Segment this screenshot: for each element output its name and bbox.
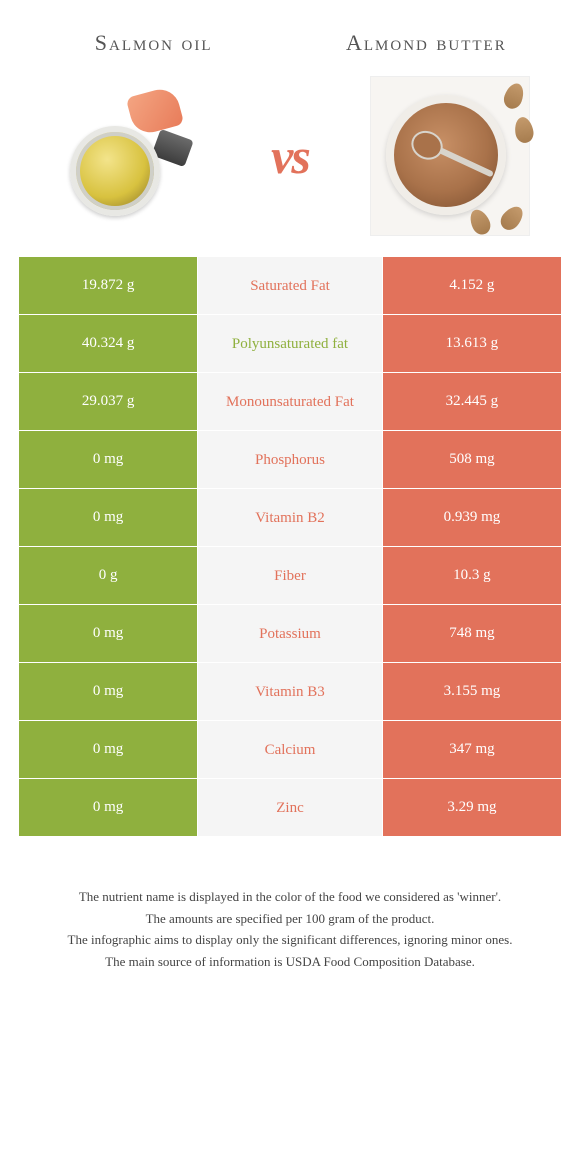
left-value-cell: 0 mg bbox=[19, 605, 198, 663]
nutrient-label-cell: Vitamin B3 bbox=[198, 663, 383, 721]
nutrient-label-cell: Phosphorus bbox=[198, 431, 383, 489]
right-value-cell: 10.3 g bbox=[382, 547, 561, 605]
nutrient-label-cell: Zinc bbox=[198, 779, 383, 837]
right-value-cell: 0.939 mg bbox=[382, 489, 561, 547]
nutrient-comparison-table: 19.872 gSaturated Fat4.152 g40.324 gPoly… bbox=[18, 256, 562, 837]
images-row: vs bbox=[0, 66, 580, 256]
table-row: 0 gFiber10.3 g bbox=[19, 547, 562, 605]
right-value-cell: 32.445 g bbox=[382, 373, 561, 431]
right-value-cell: 748 mg bbox=[382, 605, 561, 663]
nutrient-label-cell: Potassium bbox=[198, 605, 383, 663]
left-value-cell: 0 mg bbox=[19, 721, 198, 779]
left-value-cell: 0 mg bbox=[19, 779, 198, 837]
left-food-title: Salmon oil bbox=[40, 30, 267, 56]
nutrient-label-cell: Polyunsaturated fat bbox=[198, 315, 383, 373]
footnote-line: The nutrient name is displayed in the co… bbox=[30, 887, 550, 907]
nutrient-label-cell: Vitamin B2 bbox=[198, 489, 383, 547]
right-value-cell: 13.613 g bbox=[382, 315, 561, 373]
footnote-line: The main source of information is USDA F… bbox=[30, 952, 550, 972]
table-row: 29.037 gMonounsaturated Fat32.445 g bbox=[19, 373, 562, 431]
right-value-cell: 3.155 mg bbox=[382, 663, 561, 721]
left-value-cell: 0 g bbox=[19, 547, 198, 605]
right-value-cell: 347 mg bbox=[382, 721, 561, 779]
left-value-cell: 0 mg bbox=[19, 663, 198, 721]
right-value-cell: 508 mg bbox=[382, 431, 561, 489]
table-row: 40.324 gPolyunsaturated fat13.613 g bbox=[19, 315, 562, 373]
table-row: 0 mgPhosphorus508 mg bbox=[19, 431, 562, 489]
left-value-cell: 0 mg bbox=[19, 431, 198, 489]
nutrient-label-cell: Monounsaturated Fat bbox=[198, 373, 383, 431]
header-row: Salmon oil Almond butter bbox=[0, 0, 580, 66]
table-row: 0 mgZinc3.29 mg bbox=[19, 779, 562, 837]
footnotes: The nutrient name is displayed in the co… bbox=[0, 837, 580, 971]
vs-label: vs bbox=[271, 127, 309, 185]
table-row: 19.872 gSaturated Fat4.152 g bbox=[19, 257, 562, 315]
almond-butter-image bbox=[370, 76, 530, 236]
nutrient-label-cell: Saturated Fat bbox=[198, 257, 383, 315]
left-value-cell: 40.324 g bbox=[19, 315, 198, 373]
left-value-cell: 19.872 g bbox=[19, 257, 198, 315]
left-value-cell: 0 mg bbox=[19, 489, 198, 547]
table-row: 0 mgVitamin B33.155 mg bbox=[19, 663, 562, 721]
nutrient-label-cell: Fiber bbox=[198, 547, 383, 605]
right-value-cell: 4.152 g bbox=[382, 257, 561, 315]
right-value-cell: 3.29 mg bbox=[382, 779, 561, 837]
left-value-cell: 29.037 g bbox=[19, 373, 198, 431]
footnote-line: The amounts are specified per 100 gram o… bbox=[30, 909, 550, 929]
salmon-oil-image bbox=[50, 76, 210, 236]
nutrient-label-cell: Calcium bbox=[198, 721, 383, 779]
footnote-line: The infographic aims to display only the… bbox=[30, 930, 550, 950]
table-row: 0 mgCalcium347 mg bbox=[19, 721, 562, 779]
table-row: 0 mgPotassium748 mg bbox=[19, 605, 562, 663]
table-row: 0 mgVitamin B20.939 mg bbox=[19, 489, 562, 547]
right-food-title: Almond butter bbox=[313, 30, 540, 56]
